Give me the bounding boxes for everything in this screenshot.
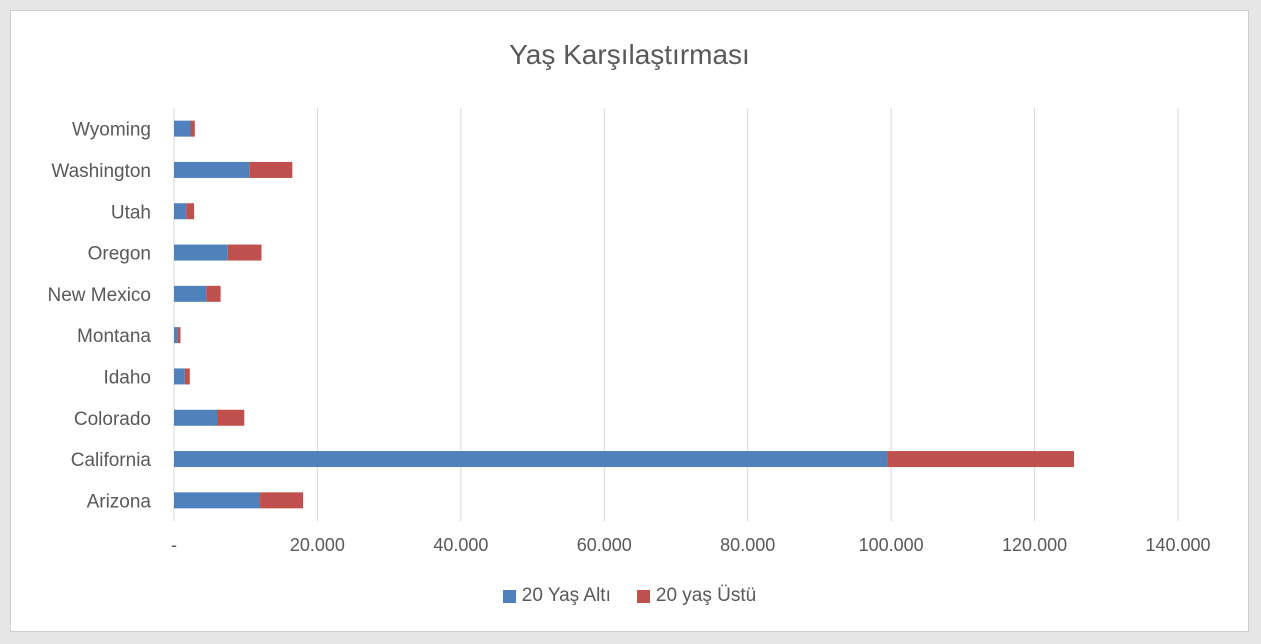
category-label: Utah [111,202,151,223]
x-tick-label: 40.000 [433,535,488,555]
bar-over-20 [227,244,262,261]
bar-over-20 [177,327,181,344]
bar-chart: - 20.000 40.000 60.000 80.000 100.000 120.000 1… [48,108,1211,555]
bar-over-20 [206,285,221,302]
legend-swatch-over-20 [636,589,650,603]
category-label: Montana [77,326,151,347]
legend-label-under-20: 20 Yaş Altı [521,585,611,606]
x-tick-label: 60.000 [577,535,632,555]
bar-over-20 [217,409,245,426]
bar-under-20 [174,327,178,344]
category-label: New Mexico [48,285,151,306]
legend: 20 Yaş Altı 20 yaş Üstü [11,585,1248,607]
chart-title: Yaş Karşılaştırması [509,39,750,70]
x-tick-label: 20.000 [290,535,345,555]
bar-under-20 [174,244,228,261]
bar-under-20 [174,285,207,302]
bar-over-20 [186,203,195,220]
category-label: California [71,450,152,471]
category-label: Oregon [88,244,151,265]
bar-over-20 [184,368,190,385]
legend-item-under-20[interactable]: 20 Yaş Altı [502,585,611,607]
x-tick-label: 80.000 [720,535,775,555]
category-label: Wyoming [72,120,151,141]
x-tick-label: 100.000 [859,535,924,555]
bar-under-20 [174,451,888,468]
bar-over-20 [260,492,304,509]
category-label: Arizona [87,491,152,512]
bar-under-20 [174,492,261,509]
legend-swatch-under-20 [502,589,516,603]
bar-over-20 [249,161,293,178]
x-tick-label: 140.000 [1145,535,1210,555]
legend-label-over-20: 20 yaş Üstü [655,585,757,606]
bar-under-20 [174,203,187,220]
bar-under-20 [174,368,185,385]
x-tick-label: 120.000 [1002,535,1067,555]
bar-under-20 [174,409,218,426]
legend-item-over-20[interactable]: 20 yaş Üstü [636,585,757,607]
bar-under-20 [174,120,191,137]
chart-frame: Yaş Karşılaştırması - 20.000 40.000 60.000 8… [10,10,1249,632]
category-label: Idaho [103,367,151,388]
x-tick-label: - [171,535,177,555]
category-label: Washington [51,161,151,182]
category-label: Colorado [74,409,151,430]
bar-over-20 [190,120,195,137]
bar-over-20 [887,451,1075,468]
bar-under-20 [174,161,250,178]
